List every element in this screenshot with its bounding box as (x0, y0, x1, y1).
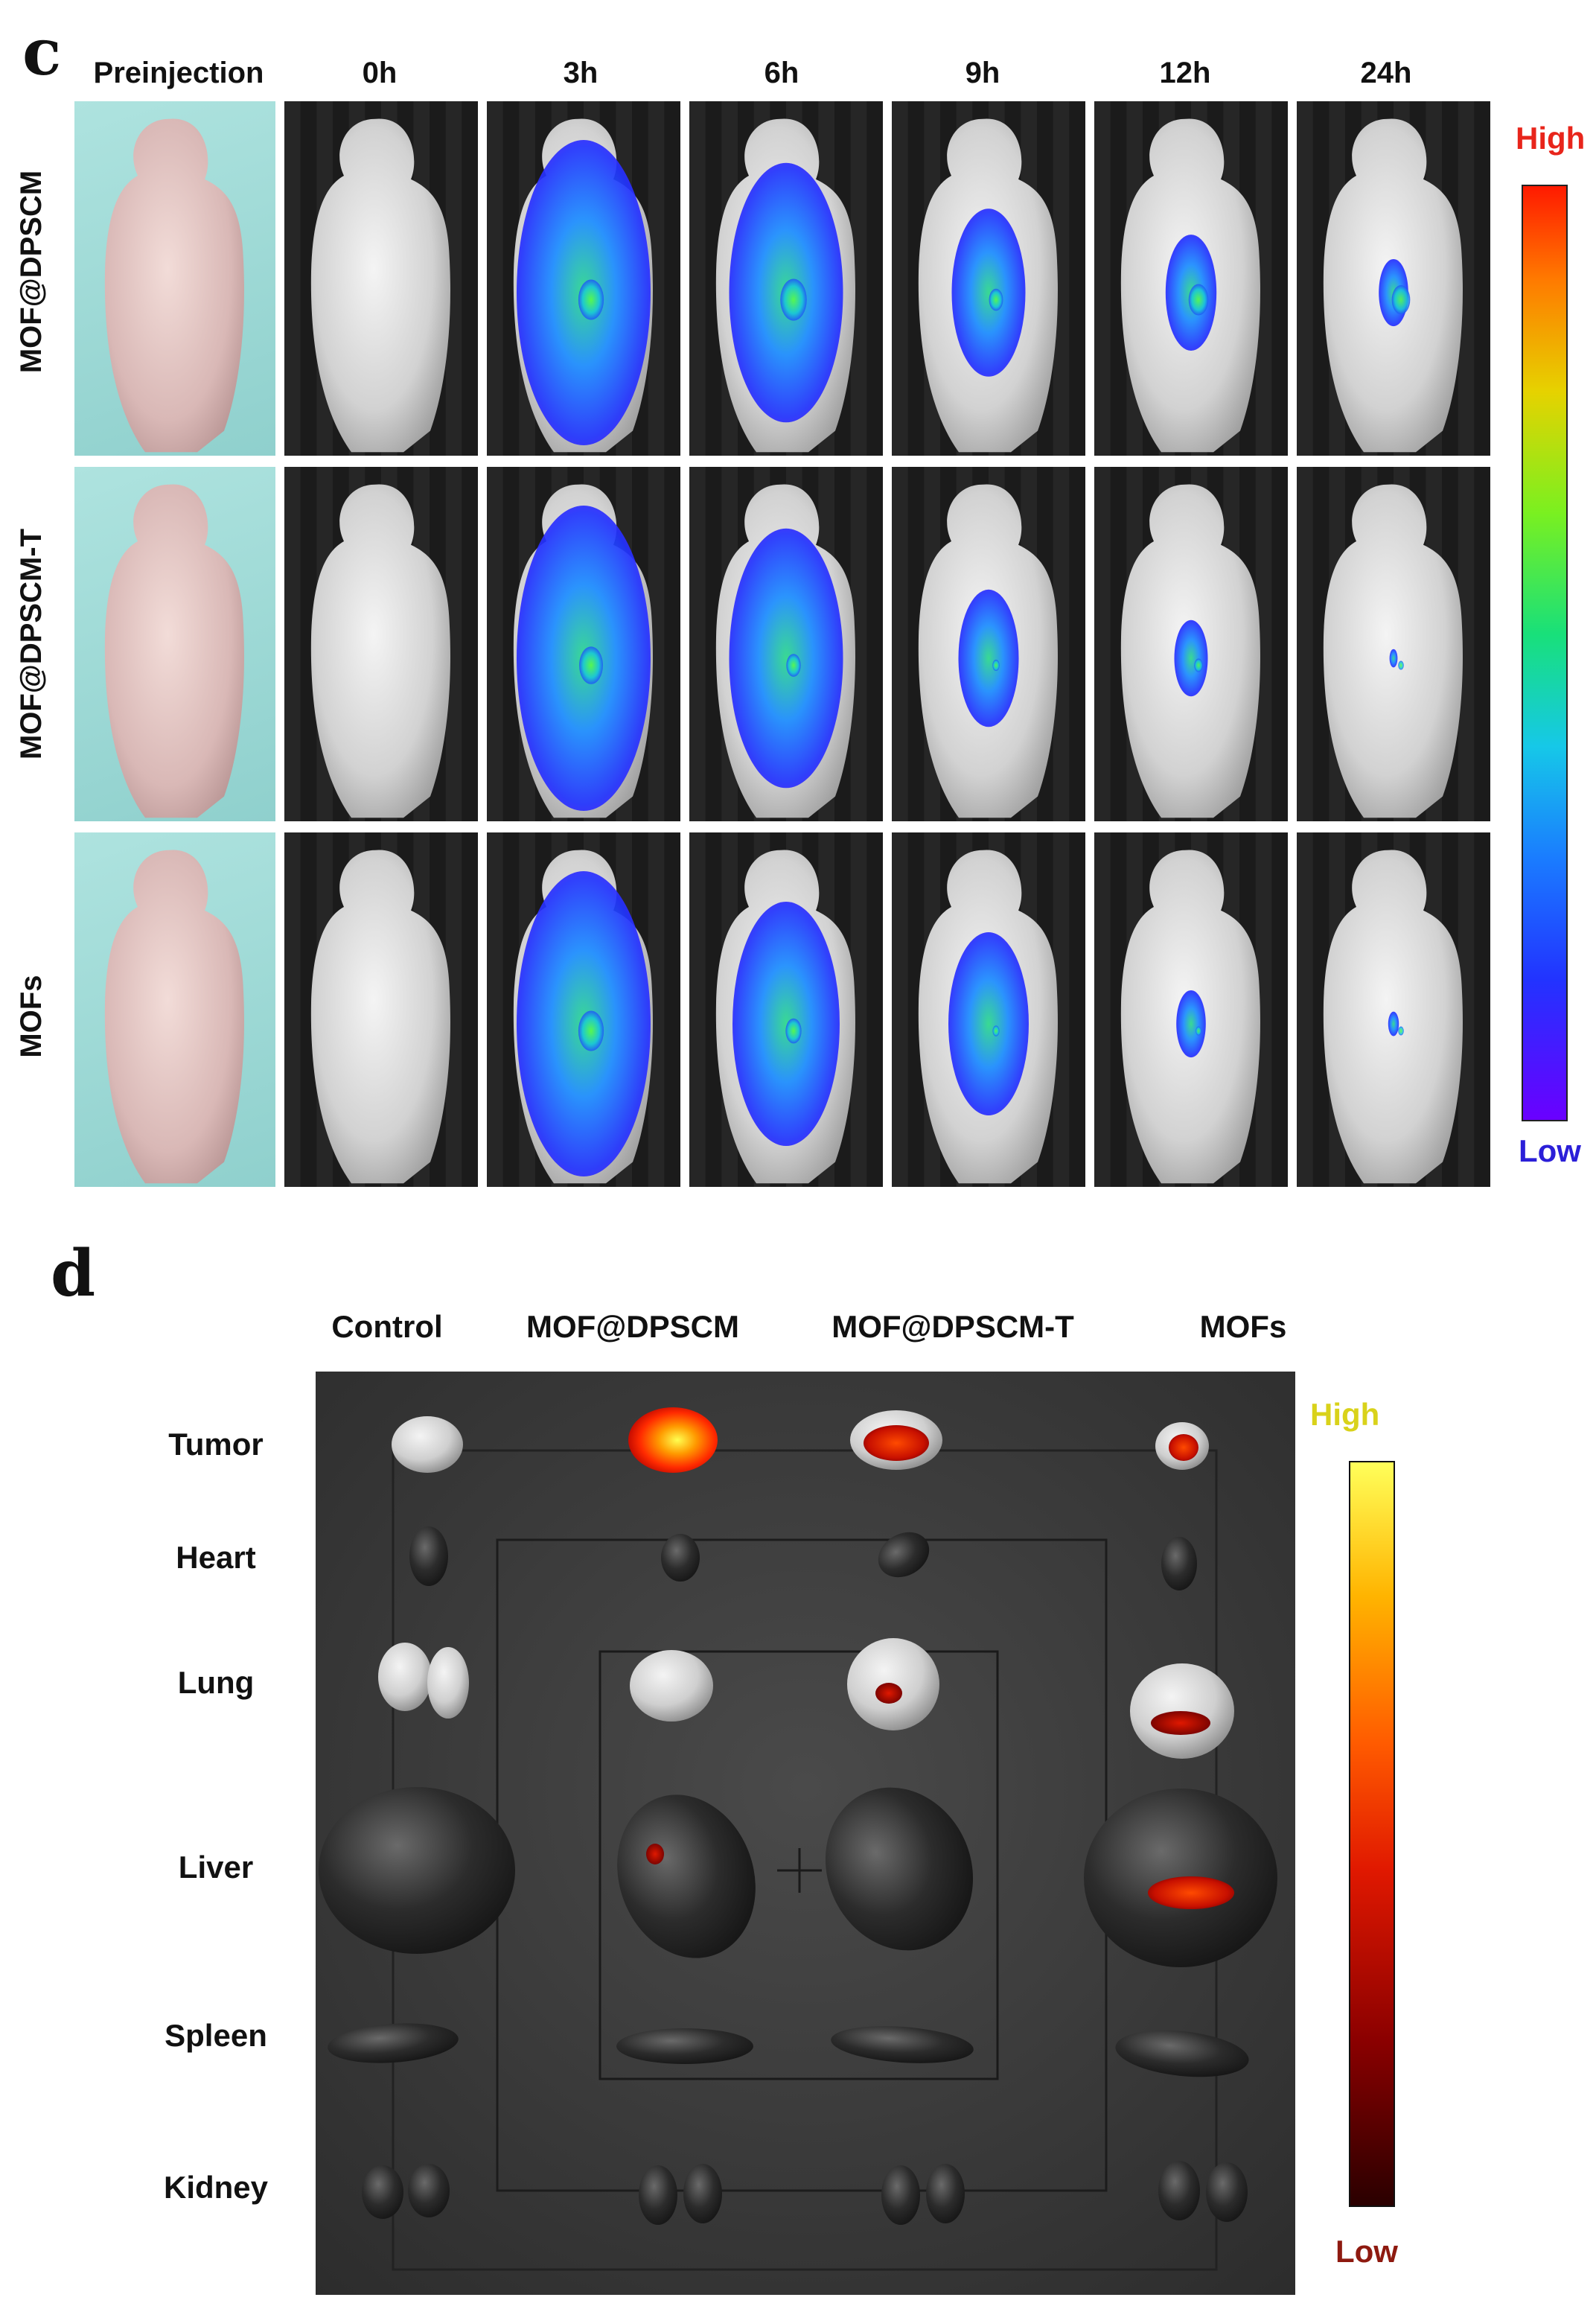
imaging-tile (892, 467, 1085, 821)
organ-label-lung: Lung (177, 1665, 255, 1700)
d-col-header-mof-dpscm: MOF@DPSCM (526, 1309, 739, 1344)
col-header-9h: 9h (965, 57, 1000, 89)
imaging-tile (689, 832, 883, 1187)
col-header-12h: 12h (1159, 57, 1211, 89)
imaging-grid (74, 101, 1498, 1188)
col-header-6h: 6h (764, 57, 799, 89)
mouse-image (892, 832, 1070, 1187)
d-col-header-control: Control (331, 1309, 443, 1344)
mouse-image (104, 118, 244, 453)
mouse-image (689, 832, 867, 1187)
mouse-image (284, 101, 462, 456)
d-col-header-mofs: MOFs (1199, 1309, 1287, 1344)
imaging-tile (689, 101, 883, 456)
panel-d-letter: d (51, 1236, 96, 1311)
mouse-image (892, 467, 1070, 821)
mouse-image (284, 832, 462, 1187)
row-header-mof-dpscm-t: MOF@DPSCM-T (15, 528, 48, 759)
imaging-tile (1094, 467, 1288, 821)
organ-label-kidney: Kidney (163, 2170, 269, 2205)
imaging-tile (74, 467, 275, 821)
organ-label-tumor: Tumor (168, 1427, 264, 1462)
imaging-tile (284, 467, 478, 821)
organ-label-spleen: Spleen (165, 2018, 267, 2053)
mouse-image (689, 467, 867, 821)
mouse-image (284, 467, 462, 821)
imaging-tile (74, 832, 275, 1187)
mouse-image (1297, 467, 1475, 821)
imaging-tile (689, 467, 883, 821)
col-header-preinjection: Preinjection (93, 57, 264, 89)
mouse-image (1297, 832, 1475, 1187)
mouse-image (104, 850, 244, 1184)
row-header-mof-dpscm: MOF@DPSCM (15, 170, 48, 374)
imaging-tile (487, 101, 680, 456)
colorbar-c (1522, 185, 1568, 1121)
imaging-tile (74, 101, 275, 456)
imaging-tile (284, 832, 478, 1187)
mouse-image (487, 467, 665, 821)
imaging-tile (1297, 101, 1490, 456)
col-header-24h: 24h (1360, 57, 1412, 89)
organ-imaging-plate (316, 1372, 1295, 2295)
organ-label-heart: Heart (176, 1540, 256, 1575)
imaging-tile (1297, 467, 1490, 821)
imaging-tile (487, 467, 680, 821)
mouse-image (1297, 101, 1475, 456)
mouse-image (487, 101, 665, 456)
imaging-tile (892, 101, 1085, 456)
imaging-tile (487, 832, 680, 1187)
mouse-image (892, 101, 1070, 456)
col-header-3h: 3h (563, 57, 598, 89)
imaging-tile (1094, 101, 1288, 456)
colorbar-d (1349, 1461, 1395, 2207)
mouse-image (689, 101, 867, 456)
colorbar-d-low-label: Low (1335, 2234, 1398, 2269)
mouse-image (1094, 467, 1272, 821)
imaging-tile (1094, 832, 1288, 1187)
mouse-image (1094, 832, 1272, 1187)
imaging-tile (284, 101, 478, 456)
mouse-image (487, 832, 665, 1187)
row-header-mofs: MOFs (15, 975, 48, 1058)
mouse-image (104, 484, 244, 818)
d-col-header-mof-dpscm-t: MOF@DPSCM-T (831, 1309, 1074, 1344)
imaging-tile (1297, 832, 1490, 1187)
col-header-0h: 0h (362, 57, 398, 89)
colorbar-c-low-label: Low (1519, 1133, 1581, 1168)
colorbar-c-high-label: High (1516, 121, 1586, 156)
mouse-image (1094, 101, 1272, 456)
colorbar-d-high-label: High (1310, 1397, 1380, 1432)
panel-c-letter: c (22, 15, 62, 90)
imaging-tile (892, 832, 1085, 1187)
organ-label-liver: Liver (178, 1850, 254, 1885)
